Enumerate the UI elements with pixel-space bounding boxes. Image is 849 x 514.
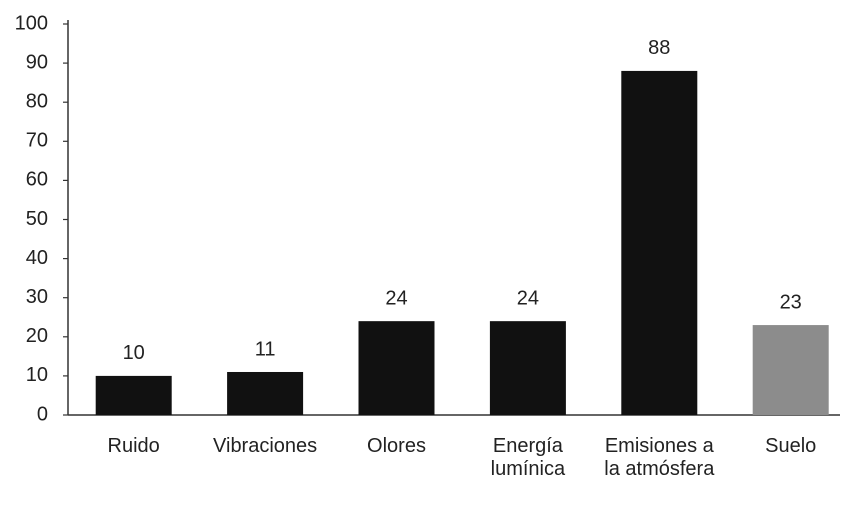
value-label: 24 [385,287,407,309]
x-tick-label: Olores [367,435,426,457]
x-tick-label: Suelo [765,435,817,457]
x-tick-label: Emisiones a la atmósfera [604,435,715,480]
value-label: 23 [780,291,802,313]
y-tick-label: 0 [37,403,48,425]
y-tick-label: 70 [26,130,48,152]
y-tick-label: 80 [26,90,48,112]
bar [752,325,829,415]
y-tick-label: 100 [15,12,48,34]
value-label: 88 [648,37,670,59]
y-tick-label: 60 [26,169,48,191]
bar [358,321,435,415]
x-tick-label: Ruido [107,435,160,457]
bar [227,371,304,415]
value-label: 10 [123,342,145,364]
bar [95,375,172,415]
y-tick-label: 10 [26,364,48,386]
y-tick-label: 30 [26,286,48,308]
y-tick-label: 20 [26,325,48,347]
y-tick-label: 90 [26,51,48,73]
bar [621,70,698,416]
y-tick-label: 40 [26,247,48,269]
bar [489,321,566,415]
value-label: 24 [517,287,539,309]
y-tick-label: 50 [26,208,48,230]
x-tick-label: Energía lumínica [490,435,566,480]
x-tick-label: Vibraciones [213,435,318,457]
value-label: 11 [255,338,276,360]
